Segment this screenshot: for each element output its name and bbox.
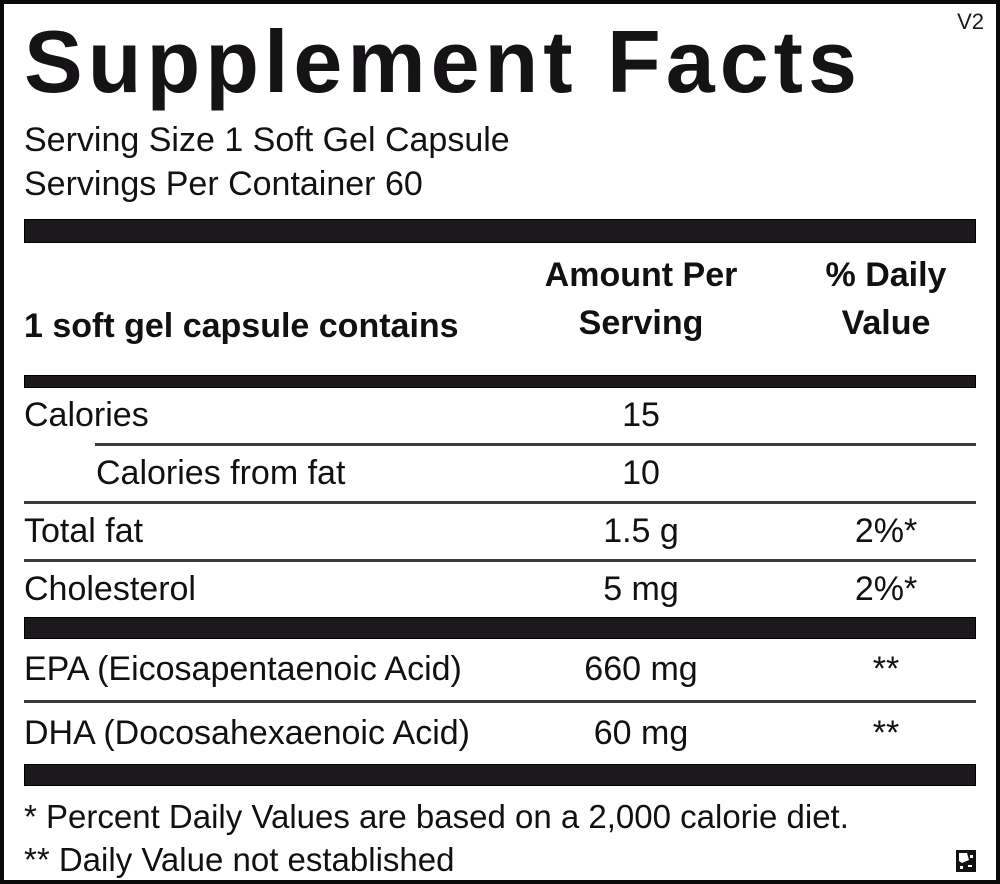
row-divider bbox=[24, 700, 976, 703]
column-header-daily-value: % Daily Value bbox=[825, 256, 947, 342]
nutrient-daily-value: 2%* bbox=[854, 512, 918, 550]
table-row-calories-from-fat: Calories from fat 10 bbox=[24, 446, 976, 501]
ingredient-table: EPA (Eicosapentaenoic Acid) 660 mg ** DH… bbox=[24, 639, 976, 764]
column-header-contains: 1 soft gel capsule contains bbox=[24, 307, 459, 345]
separator-bar-top bbox=[24, 219, 976, 243]
label-inner: Supplement Facts Serving Size 1 Soft Gel… bbox=[4, 4, 996, 880]
nutrient-daily-value: 2%* bbox=[854, 570, 918, 608]
servings-per-container-line: Servings Per Container 60 bbox=[24, 165, 423, 203]
table-row-total-fat: Total fat 1.5 g 2%* bbox=[24, 504, 976, 559]
table-row-cholesterol: Cholesterol 5 mg 2%* bbox=[24, 562, 976, 617]
table-row-calories: Calories 15 bbox=[24, 388, 976, 443]
table-row-epa: EPA (Eicosapentaenoic Acid) 660 mg ** bbox=[24, 639, 976, 700]
label-title: Supplement Facts bbox=[24, 12, 862, 111]
ingredient-daily-value: ** bbox=[872, 714, 900, 752]
nutrient-table: Calories 15 Calories from fat 10 Total f… bbox=[24, 388, 976, 617]
nutrient-name: Calories from fat bbox=[96, 454, 346, 492]
separator-bar-bottom bbox=[24, 764, 976, 786]
serving-size-line: Serving Size 1 Soft Gel Capsule bbox=[24, 121, 510, 159]
ingredient-name: DHA (Docosahexaenoic Acid) bbox=[24, 714, 471, 752]
separator-bar-middle bbox=[24, 617, 976, 639]
footnote-percent-daily-value: * Percent Daily Values are based on a 2,… bbox=[24, 798, 849, 835]
ingredient-name: EPA (Eicosapentaenoic Acid) bbox=[24, 650, 462, 688]
serving-info: Serving Size 1 Soft Gel Capsule Servings… bbox=[24, 118, 976, 206]
footnotes: * Percent Daily Values are based on a 2,… bbox=[24, 786, 976, 880]
row-divider bbox=[24, 559, 976, 562]
nutrient-amount: 15 bbox=[622, 396, 660, 434]
column-header-amount: Amount Per Serving bbox=[544, 256, 738, 342]
separator-bar-header bbox=[24, 375, 976, 388]
nutrient-name: Cholesterol bbox=[24, 570, 196, 608]
table-header-row: 1 soft gel capsule contains Amount Per S… bbox=[24, 243, 976, 375]
nutrient-name: Total fat bbox=[24, 512, 144, 550]
ingredient-amount: 660 mg bbox=[584, 650, 698, 688]
nutrient-amount: 5 mg bbox=[603, 570, 679, 608]
row-divider bbox=[24, 501, 976, 504]
nutrient-name: Calories bbox=[24, 396, 149, 434]
version-tag: V2 bbox=[957, 9, 984, 34]
ingredient-daily-value: ** bbox=[872, 650, 900, 688]
footnote-daily-value-not-established: ** Daily Value not established bbox=[24, 841, 455, 878]
table-row-dha: DHA (Docosahexaenoic Acid) 60 mg ** bbox=[24, 703, 976, 764]
nutrient-amount: 1.5 g bbox=[603, 512, 679, 550]
registration-mark-icon bbox=[956, 850, 976, 872]
row-divider bbox=[95, 443, 976, 446]
ingredient-amount: 60 mg bbox=[593, 714, 689, 752]
nutrient-amount: 10 bbox=[622, 454, 660, 492]
